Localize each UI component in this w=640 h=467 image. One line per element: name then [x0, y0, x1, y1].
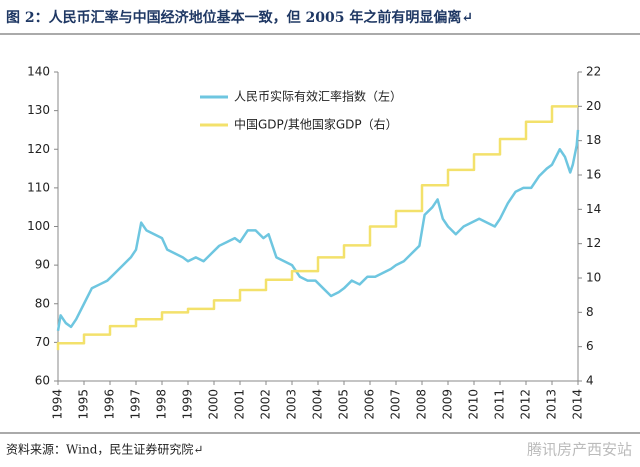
x-tick-label: 1996 — [103, 389, 117, 420]
y-tick-label: 80 — [35, 296, 50, 310]
y-tick-label: 90 — [35, 258, 50, 272]
x-tick-label: 2002 — [259, 389, 273, 420]
x-tick-label: 2005 — [337, 389, 351, 420]
y-tick-label: 100 — [27, 219, 50, 233]
y-tick-label: 130 — [27, 103, 50, 117]
x-tick-label: 2012 — [519, 389, 533, 420]
x-tick-label: 2011 — [493, 389, 507, 420]
y2-tick-label: 4 — [586, 374, 594, 388]
series-line — [56, 105, 578, 351]
x-tick-label: 1994 — [51, 389, 65, 420]
y-tick-label: 60 — [35, 374, 50, 388]
x-tick-label: 2001 — [233, 389, 247, 420]
y-tick-label: 110 — [27, 180, 50, 194]
x-tick-label: 1995 — [77, 389, 91, 420]
y2-tick-label: 16 — [586, 168, 601, 182]
x-tick-label: 2009 — [441, 389, 455, 420]
y2-tick-label: 14 — [586, 202, 601, 216]
y-tick-label: 120 — [27, 142, 50, 156]
y2-tick-label: 20 — [586, 99, 601, 113]
series-line — [56, 129, 580, 331]
x-tick-label: 2007 — [389, 389, 403, 420]
x-tick-label: 2006 — [363, 389, 377, 420]
x-tick-label: 2010 — [467, 389, 481, 420]
source-note: 资料来源：Wind，民生证券研究院↵ — [6, 442, 203, 457]
x-tick-label: 1998 — [155, 389, 169, 420]
y-tick-label: 70 — [35, 335, 50, 349]
chart-title: 图 2：人民币汇率与中国经济地位基本一致，但 2005 年之前有明显偏离↵ — [6, 9, 473, 26]
y2-tick-label: 8 — [586, 305, 594, 319]
y2-tick-label: 10 — [586, 271, 601, 285]
y-tick-label: 140 — [27, 65, 50, 79]
legend-label: 人民币实际有效汇率指数（左） — [234, 89, 402, 104]
x-tick-label: 2000 — [207, 389, 221, 420]
legend-label: 中国GDP/其他国家GDP（右） — [234, 117, 398, 132]
watermark: 腾讯房产西安站 — [527, 441, 632, 459]
x-tick-label: 1999 — [181, 389, 195, 420]
y2-tick-label: 18 — [586, 133, 601, 147]
y2-tick-label: 22 — [586, 65, 601, 79]
x-tick-label: 2014 — [571, 389, 585, 420]
x-tick-label: 2008 — [415, 389, 429, 420]
x-tick-label: 2003 — [285, 389, 299, 420]
x-tick-label: 2013 — [545, 389, 559, 420]
y2-tick-label: 12 — [586, 236, 601, 250]
y2-tick-label: 6 — [586, 339, 594, 353]
x-tick-label: 2004 — [311, 389, 325, 420]
x-tick-label: 1997 — [129, 389, 143, 420]
